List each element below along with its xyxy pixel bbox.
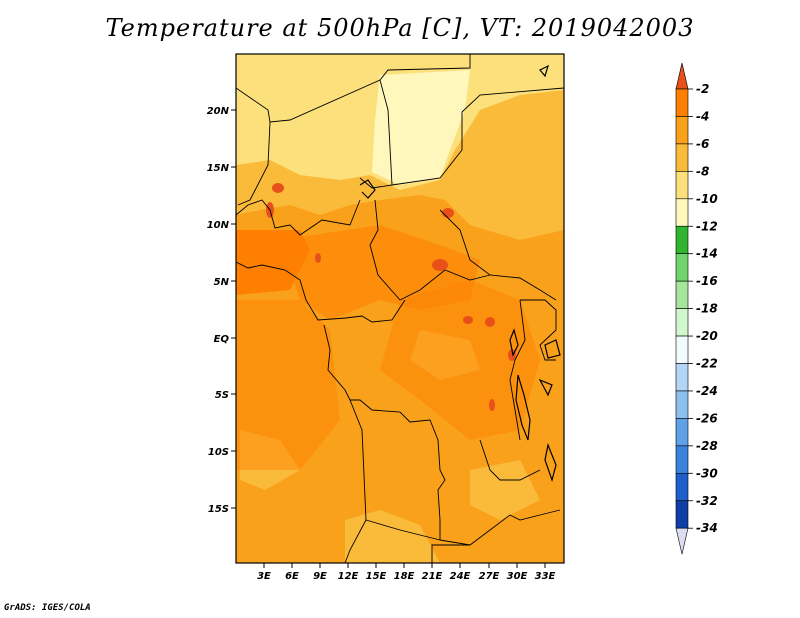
colorbar-label: -28 (696, 439, 718, 453)
colorbar-bottom-arrow (675, 527, 689, 555)
colorbar-label: -16 (696, 274, 718, 288)
colorbar-label: -12 (696, 219, 718, 233)
lon-tick-label: 27E (479, 571, 500, 582)
lat-tick-label: 10S (208, 447, 229, 458)
colorbar-label: -34 (696, 521, 718, 535)
colorbar-segment (675, 445, 689, 474)
colorbar-segment (675, 335, 689, 364)
credit-text: GrADS: IGES/COLA (4, 603, 91, 613)
colorbar-segment (675, 500, 689, 529)
colorbar-label: -24 (696, 384, 718, 398)
country-borders (236, 54, 564, 563)
colorbar-segment (675, 363, 689, 392)
lat-tick-label: 5S (215, 390, 229, 401)
lon-tick-label: 6E (285, 571, 299, 582)
colorbar-top-arrow (675, 62, 689, 90)
colorbar-segment (675, 88, 689, 117)
colorbar-label: -22 (696, 357, 718, 371)
colorbar-label: -10 (696, 192, 718, 206)
colorbar: -2 -4 -6 -8 -10 -12 -14 -16 -18 -20 -22 -24 -26 -28 -3… (675, 62, 718, 555)
colorbar-segment (675, 280, 689, 309)
colorbar-label: -8 (696, 164, 709, 178)
colorbar-label: -2 (696, 82, 709, 96)
lon-tick-label: 33E (535, 571, 556, 582)
colorbar-segment (675, 390, 689, 419)
colorbar-segment (675, 253, 689, 282)
colorbar-segment (675, 198, 689, 227)
latitude-axis (231, 109, 236, 509)
lat-tick-label: 10N (207, 220, 230, 231)
colorbar-segment (675, 418, 689, 447)
longitude-axis (263, 563, 546, 568)
lon-tick-label: 18E (394, 571, 415, 582)
lon-tick-label: 12E (338, 571, 359, 582)
plot-frame (235, 53, 565, 564)
lat-tick-label: 15N (207, 163, 230, 174)
colorbar-label: -20 (696, 329, 718, 343)
colorbar-segment (675, 171, 689, 200)
lon-tick-label: 9E (313, 571, 327, 582)
lat-tick-label: 20N (207, 106, 230, 117)
colorbar-label: -26 (696, 411, 718, 425)
colorbar-segment (675, 308, 689, 337)
colorbar-segment (675, 472, 689, 502)
lon-tick-label: 15E (366, 571, 387, 582)
lat-tick-label: 5N (214, 277, 230, 288)
colorbar-label: -32 (696, 494, 718, 508)
colorbar-label: -14 (696, 247, 718, 261)
lon-tick-label: 30E (507, 571, 528, 582)
colorbar-segment (675, 143, 689, 172)
colorbar-label: -4 (696, 109, 709, 123)
lat-tick-label: 15S (208, 504, 229, 515)
chart-title: Temperature at 500hPa [C], VT: 201904200… (105, 14, 695, 42)
colorbar-segment (675, 116, 689, 145)
lakes (359, 64, 561, 483)
colorbar-segment (675, 225, 689, 255)
lon-tick-label: 24E (450, 571, 471, 582)
colorbar-label: -30 (696, 466, 718, 480)
lon-tick-label: 21E (422, 571, 443, 582)
lat-tick-label: EQ (214, 334, 230, 345)
colorbar-label: -18 (696, 302, 718, 316)
lon-tick-label: 3E (257, 571, 271, 582)
colorbar-label: -6 (696, 137, 709, 151)
